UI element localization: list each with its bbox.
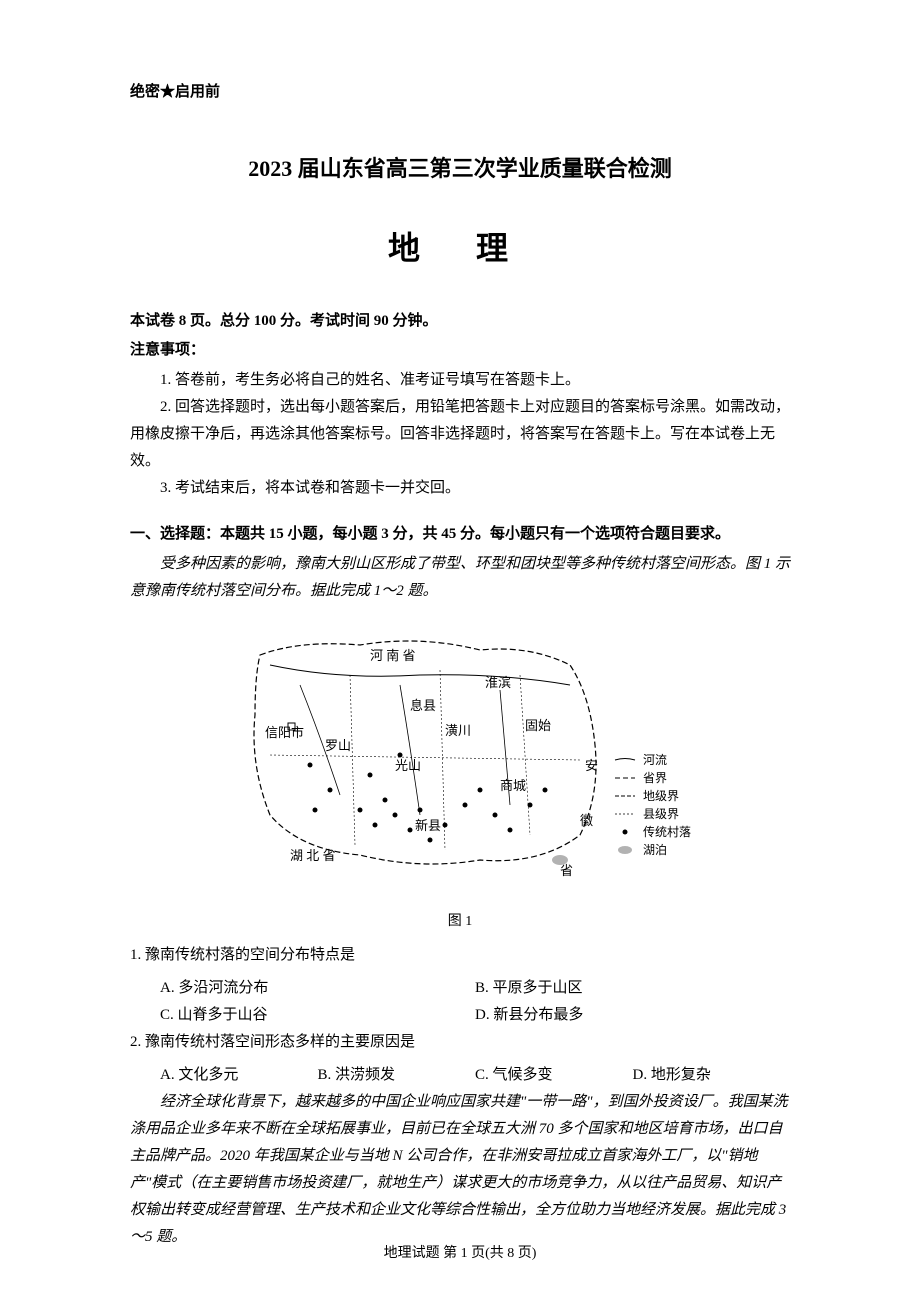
village-dot	[418, 808, 423, 813]
village-dot	[373, 823, 378, 828]
legend-river: 河流	[643, 753, 667, 767]
page-footer: 地理试题 第 1 页(共 8 页)	[0, 1242, 920, 1262]
village-dot	[493, 813, 498, 818]
notice-title: 注意事项：	[130, 338, 790, 359]
map-legend: 河流 省界 地级界 县级界 传统村落 湖泊	[615, 753, 691, 857]
label-xinyang: 信阳市	[265, 725, 304, 740]
legend-prefecture: 地级界	[643, 789, 679, 803]
label-luoshan: 罗山	[325, 738, 351, 753]
village-dot	[358, 808, 363, 813]
label-anhui-mid: 徽	[580, 813, 593, 828]
label-henan: 河 南 省	[370, 648, 416, 663]
village-dot	[443, 823, 448, 828]
village-dot	[328, 788, 333, 793]
exam-info: 本试卷 8 页。总分 100 分。考试时间 90 分钟。	[130, 309, 790, 330]
village-dot	[528, 803, 533, 808]
section-title: 一、选择题：本题共 15 小题，每小题 3 分，共 45 分。每小题只有一个选项…	[130, 522, 790, 543]
label-hubei: 湖 北 省	[290, 848, 336, 863]
question-2: 2. 豫南传统村落空间形态多样的主要原因是	[130, 1029, 790, 1056]
label-huaibin: 淮滨	[485, 675, 511, 690]
county-border-4	[270, 755, 580, 760]
label-huangchuan: 潢川	[445, 723, 471, 738]
label-anhui-top: 安	[585, 758, 598, 773]
subject-title: 地 理	[130, 223, 790, 269]
label-xixian: 息县	[410, 698, 436, 713]
county-border-1	[350, 675, 355, 845]
legend-lake: 湖泊	[643, 842, 667, 857]
notice-item-1: 1. 答卷前，考生务必将自己的姓名、准考证号填写在答题卡上。	[130, 367, 790, 394]
map-caption: 图 1	[130, 910, 790, 930]
label-shangcheng: 商城	[500, 778, 526, 793]
q2-option-a: A. 文化多元	[160, 1062, 318, 1089]
legend-province: 省界	[643, 771, 667, 785]
village-dot	[368, 773, 373, 778]
q2-option-b: B. 洪涝频发	[318, 1062, 476, 1089]
q1-option-a: A. 多沿河流分布	[160, 975, 475, 1002]
county-border-3	[520, 675, 530, 835]
q1-option-b: B. 平原多于山区	[475, 975, 790, 1002]
q1-option-c: C. 山脊多于山谷	[160, 1002, 475, 1029]
village-dot	[508, 828, 513, 833]
question-1: 1. 豫南传统村落的空间分布特点是	[130, 942, 790, 969]
village-dot	[408, 828, 413, 833]
passage-1: 受多种因素的影响，豫南大别山区形成了带型、环型和团块型等多种传统村落空间形态。图…	[130, 551, 790, 605]
village-dot	[393, 813, 398, 818]
village-dot	[313, 808, 318, 813]
notice-item-3: 3. 考试结束后，将本试卷和答题卡一并交回。	[130, 475, 790, 502]
passage-2: 经济全球化背景下，越来越多的中国企业响应国家共建"一带一路"，到国外投资设厂。我…	[130, 1089, 790, 1251]
village-dot	[543, 788, 548, 793]
question-1-options: A. 多沿河流分布 B. 平原多于山区 C. 山脊多于山谷 D. 新县分布最多	[130, 975, 790, 1029]
q2-option-d: D. 地形复杂	[633, 1062, 791, 1089]
village-dot	[308, 763, 313, 768]
confidential-label: 绝密★启用前	[130, 80, 790, 101]
q1-option-d: D. 新县分布最多	[475, 1002, 790, 1029]
label-guangshan: 光山	[395, 758, 421, 773]
legend-village: 传统村落	[643, 824, 691, 839]
q2-option-c: C. 气候多变	[475, 1062, 633, 1089]
village-dot	[383, 798, 388, 803]
exam-title: 2023 届山东省高三第三次学业质量联合检测	[130, 151, 790, 183]
question-2-options: A. 文化多元 B. 洪涝频发 C. 气候多变 D. 地形复杂	[130, 1062, 790, 1089]
legend-county: 县级界	[643, 807, 679, 821]
village-dot	[463, 803, 468, 808]
village-dot	[428, 838, 433, 843]
river-1	[270, 665, 570, 685]
notice-item-2: 2. 回答选择题时，选出每小题答案后，用铅笔把答题卡上对应题目的答案标号涂黑。如…	[130, 394, 790, 475]
label-gushi: 固始	[525, 718, 551, 733]
map-figure: 河 南 省 湖 北 省 安 徽 省 信阳市 淮滨 息县 罗山 潢川 光山 固始 …	[130, 615, 790, 900]
label-xinxian: 新县	[415, 818, 441, 833]
village-dot	[398, 753, 403, 758]
label-anhui-bot: 省	[560, 863, 573, 878]
village-dot	[478, 788, 483, 793]
map-svg: 河 南 省 湖 北 省 安 徽 省 信阳市 淮滨 息县 罗山 潢川 光山 固始 …	[220, 615, 700, 895]
